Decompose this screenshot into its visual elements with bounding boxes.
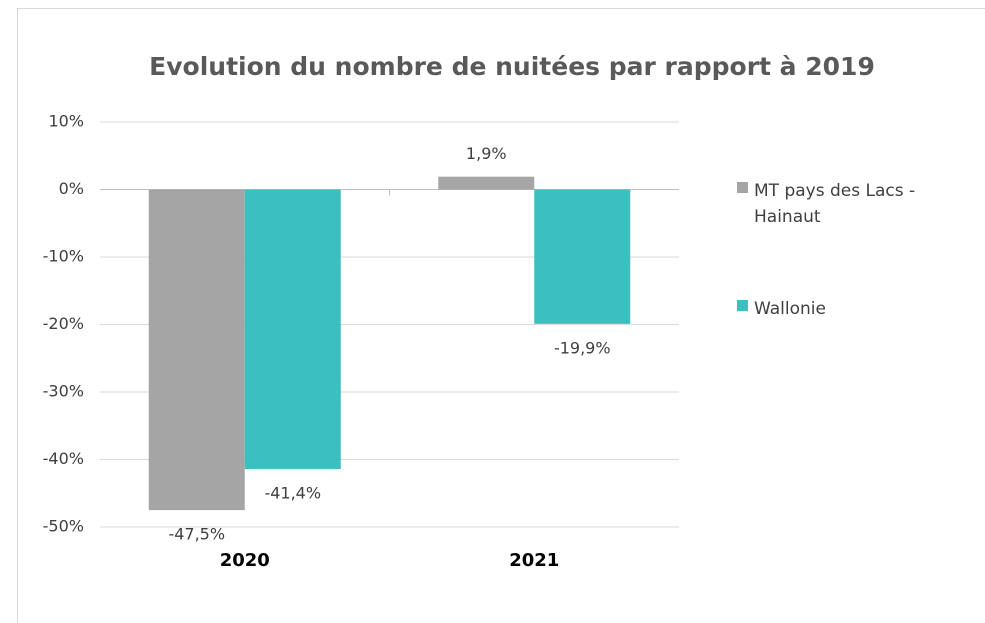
y-tick-label: -20% <box>43 314 84 333</box>
y-tick-label: -30% <box>43 382 84 401</box>
legend-label: Wallonie <box>754 299 826 319</box>
chart-title: Evolution du nombre de nuitées par rappo… <box>149 52 875 81</box>
legend-label: MT pays des Lacs - Hainaut <box>754 181 916 227</box>
bar <box>534 189 631 324</box>
y-tick-label: -10% <box>43 247 84 266</box>
y-tick-label: 10% <box>48 112 84 131</box>
legend-swatch <box>737 182 748 193</box>
bar <box>244 189 341 469</box>
legend-swatch <box>737 300 748 311</box>
x-tick-label: 2021 <box>509 550 559 571</box>
y-tick-label: -40% <box>43 449 84 468</box>
data-label: -47,5% <box>168 525 225 544</box>
bar <box>148 189 245 511</box>
data-label: 1,9% <box>466 144 507 163</box>
x-tick-label: 2020 <box>220 550 270 571</box>
bar <box>438 176 535 190</box>
data-label: -19,9% <box>554 338 611 357</box>
y-tick-label: -50% <box>43 517 84 536</box>
data-label: -41,4% <box>264 483 321 502</box>
y-tick-label: 0% <box>59 179 84 198</box>
